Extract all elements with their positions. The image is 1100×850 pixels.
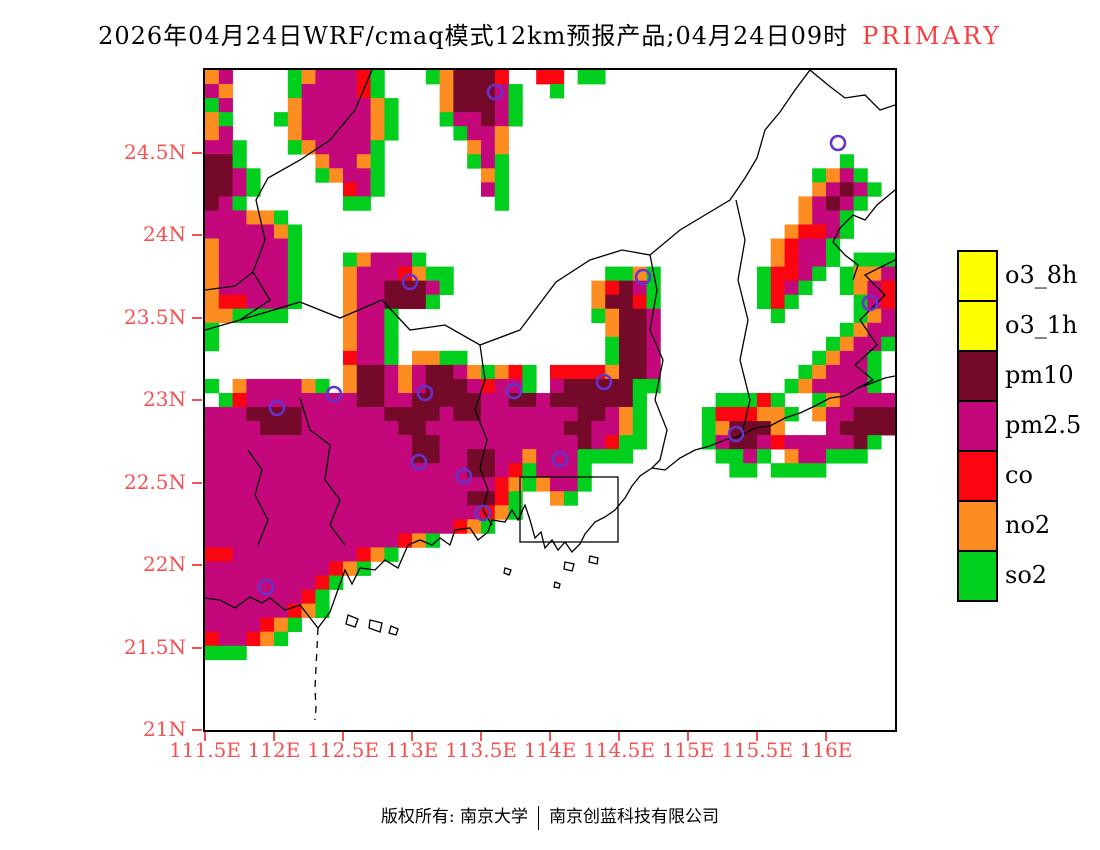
legend-label-so2: so2 bbox=[1005, 561, 1048, 589]
y-tick bbox=[192, 729, 202, 731]
title-text: 2026年04月24日WRF/cmaq模式12km预报产品;04月24日09时 bbox=[98, 22, 849, 50]
island-3 bbox=[388, 625, 399, 636]
legend: o3_8h o3_1h pm10 pm2.5 co no2 so2 bbox=[957, 250, 1100, 610]
x-axis-label: 116E bbox=[799, 738, 853, 762]
legend-swatch-pm10 bbox=[957, 350, 998, 402]
y-tick bbox=[192, 234, 202, 236]
border-sw2 bbox=[299, 397, 346, 546]
y-tick bbox=[192, 399, 202, 401]
y-axis-label: 21.5N bbox=[123, 634, 186, 659]
coastline bbox=[205, 375, 895, 630]
island-6 bbox=[553, 581, 561, 589]
x-tick bbox=[480, 732, 482, 741]
city-marker bbox=[861, 294, 879, 312]
y-tick bbox=[192, 564, 202, 566]
city-marker bbox=[474, 504, 492, 522]
y-tick bbox=[192, 316, 202, 319]
x-axis-label: 111.5E bbox=[169, 738, 241, 762]
city-marker bbox=[595, 373, 613, 391]
x-tick bbox=[273, 732, 275, 741]
x-tick bbox=[342, 732, 344, 741]
copyright: 版权所有: 南京大学 南京创蓝科技有限公司 bbox=[0, 802, 1100, 830]
city-marker bbox=[505, 382, 523, 400]
legend-swatch-o3_1h bbox=[957, 300, 998, 352]
y-axis-label: 21N bbox=[143, 717, 186, 741]
border-north bbox=[239, 70, 811, 346]
y-axis-label: 23N bbox=[143, 387, 186, 411]
border-sw1 bbox=[247, 449, 269, 546]
legend-label-o3_1h: o3_1h bbox=[1005, 311, 1078, 339]
x-tick bbox=[204, 732, 206, 741]
x-axis-label: 115.5E bbox=[721, 738, 793, 762]
city-marker bbox=[455, 467, 473, 485]
y-axis-label: 22.5N bbox=[123, 469, 186, 494]
y-tick bbox=[192, 151, 202, 154]
city-marker bbox=[401, 273, 419, 291]
separator-bar bbox=[538, 805, 540, 830]
x-tick bbox=[618, 732, 620, 741]
y-axis-label: 24N bbox=[143, 222, 186, 246]
legend-swatch-co bbox=[957, 450, 998, 502]
legend-swatch-so2 bbox=[957, 550, 998, 602]
legend-label-o3_8h: o3_8h bbox=[1005, 261, 1078, 289]
border-fujian-upper bbox=[832, 189, 895, 281]
legend-label-no2: no2 bbox=[1005, 511, 1051, 539]
copyright-owner: 版权所有: 南京大学 bbox=[380, 807, 529, 827]
y-tick bbox=[192, 646, 202, 649]
primary-badge: PRIMARY bbox=[862, 22, 1002, 50]
island-5 bbox=[588, 555, 599, 565]
city-marker bbox=[727, 425, 745, 443]
border-east-vert bbox=[735, 199, 751, 437]
island-7 bbox=[503, 567, 512, 576]
x-axis-label: 112E bbox=[247, 738, 301, 762]
x-axis-label: 115E bbox=[661, 738, 715, 762]
legend-label-co: co bbox=[1005, 461, 1033, 489]
city-marker bbox=[486, 83, 504, 101]
y-tick bbox=[192, 481, 202, 484]
x-axis-label: 114.5E bbox=[583, 738, 655, 762]
city-marker bbox=[257, 578, 275, 596]
copyright-company: 南京创蓝科技有限公司 bbox=[549, 807, 720, 827]
city-marker bbox=[829, 134, 847, 152]
dashed-line bbox=[314, 627, 319, 721]
border-nw bbox=[205, 70, 373, 331]
legend-swatch-pm2.5 bbox=[957, 400, 998, 452]
forecast-map-canvas bbox=[205, 70, 895, 721]
border-fujian bbox=[854, 259, 895, 389]
island-4 bbox=[563, 561, 575, 572]
legend-label-pm10: pm10 bbox=[1005, 361, 1074, 389]
border-ne bbox=[809, 70, 895, 111]
city-marker bbox=[410, 453, 428, 471]
y-axis-label: 22N bbox=[143, 552, 186, 576]
city-marker bbox=[325, 385, 343, 403]
x-tick bbox=[756, 732, 758, 741]
x-axis-label: 114E bbox=[523, 738, 577, 762]
y-axis-label: 24.5N bbox=[123, 139, 186, 164]
page-title: 2026年04月24日WRF/cmaq模式12km预报产品;04月24日09时 P… bbox=[0, 16, 1100, 51]
y-axis-label: 23.5N bbox=[123, 304, 186, 329]
x-tick bbox=[549, 732, 551, 741]
border-w-branch bbox=[205, 271, 254, 291]
map-frame bbox=[203, 68, 897, 732]
island-1 bbox=[345, 614, 359, 628]
border-center bbox=[649, 254, 668, 469]
legend-swatch-no2 bbox=[957, 500, 998, 552]
x-axis-label: 113E bbox=[385, 738, 439, 762]
city-marker bbox=[416, 384, 434, 402]
city-marker bbox=[268, 399, 286, 417]
x-tick bbox=[825, 732, 827, 741]
city-marker bbox=[634, 268, 652, 286]
x-axis-label: 113.5E bbox=[445, 738, 517, 762]
city-marker bbox=[551, 450, 569, 468]
legend-swatch-o3_8h bbox=[957, 250, 998, 302]
island-2 bbox=[368, 619, 383, 633]
x-tick bbox=[411, 732, 413, 741]
x-axis-label: 112.5E bbox=[307, 738, 379, 762]
legend-label-pm2.5: pm2.5 bbox=[1005, 411, 1082, 439]
inset-box bbox=[519, 476, 619, 543]
x-tick bbox=[687, 732, 689, 741]
